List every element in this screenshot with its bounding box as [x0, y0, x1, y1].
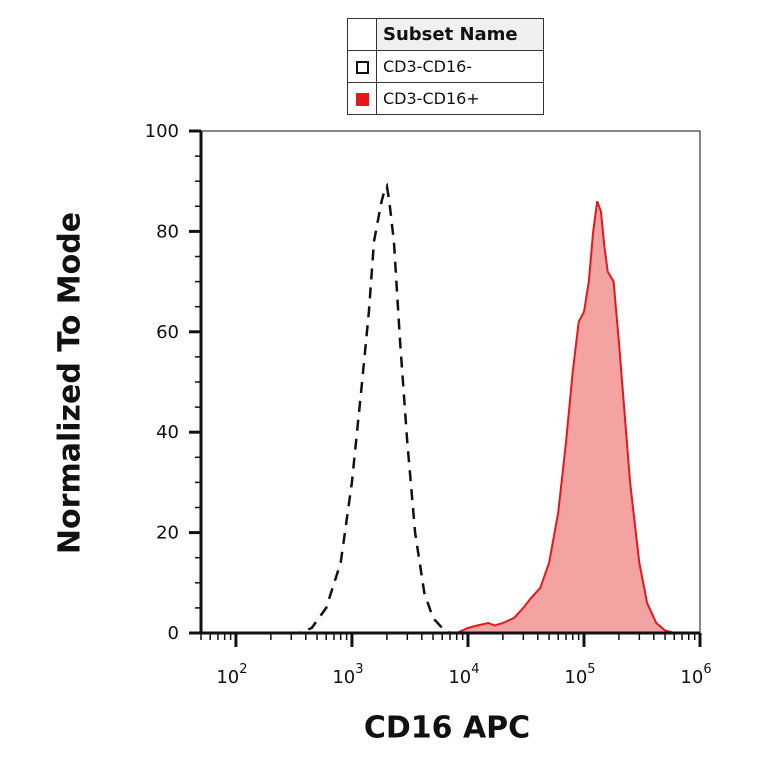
legend-header: Subset Name	[376, 18, 544, 51]
x-tick-label: 106	[680, 662, 711, 688]
legend-label: CD3-CD16-	[376, 50, 544, 83]
y-tick-label: 0	[168, 623, 179, 644]
y-tick-label: 20	[156, 523, 179, 544]
x-tick-label: 105	[564, 662, 595, 688]
y-tick-label: 100	[145, 121, 179, 142]
legend-header-row: Subset Name	[347, 18, 544, 51]
legend-swatch-outline	[355, 61, 369, 74]
x-tick-label: 104	[448, 662, 479, 688]
x-tick-label: 103	[332, 662, 363, 688]
y-tick-label: 60	[156, 322, 179, 343]
x-tick-exponent: 6	[703, 662, 711, 677]
legend-label: CD3-CD16+	[376, 82, 544, 115]
x-tick-exponent: 3	[355, 662, 363, 677]
y-tick-label: 40	[156, 422, 179, 443]
legend: Subset Name CD3-CD16- CD3-CD16+	[347, 18, 544, 115]
legend-item: CD3-CD16+	[347, 82, 544, 115]
x-tick-exponent: 5	[587, 662, 595, 677]
series-fill-1	[210, 201, 700, 634]
axis-layer: 0 20 40 60 80 100 102 103 104 105 106	[145, 121, 712, 688]
y-axis-title: Normalized To Mode	[52, 211, 88, 555]
series-layer	[210, 182, 700, 635]
x-tick-label: 102	[216, 662, 247, 688]
legend-swatch-filled	[355, 93, 369, 106]
y-tick-label: 80	[156, 221, 179, 242]
series-line-0	[270, 182, 457, 635]
series-line-1	[210, 200, 700, 634]
legend-item: CD3-CD16-	[347, 50, 544, 83]
x-tick-exponent: 4	[471, 662, 479, 677]
x-tick-exponent: 2	[239, 662, 247, 677]
legend-header-blank	[347, 18, 377, 51]
x-axis-title: CD16 APC	[363, 710, 531, 746]
